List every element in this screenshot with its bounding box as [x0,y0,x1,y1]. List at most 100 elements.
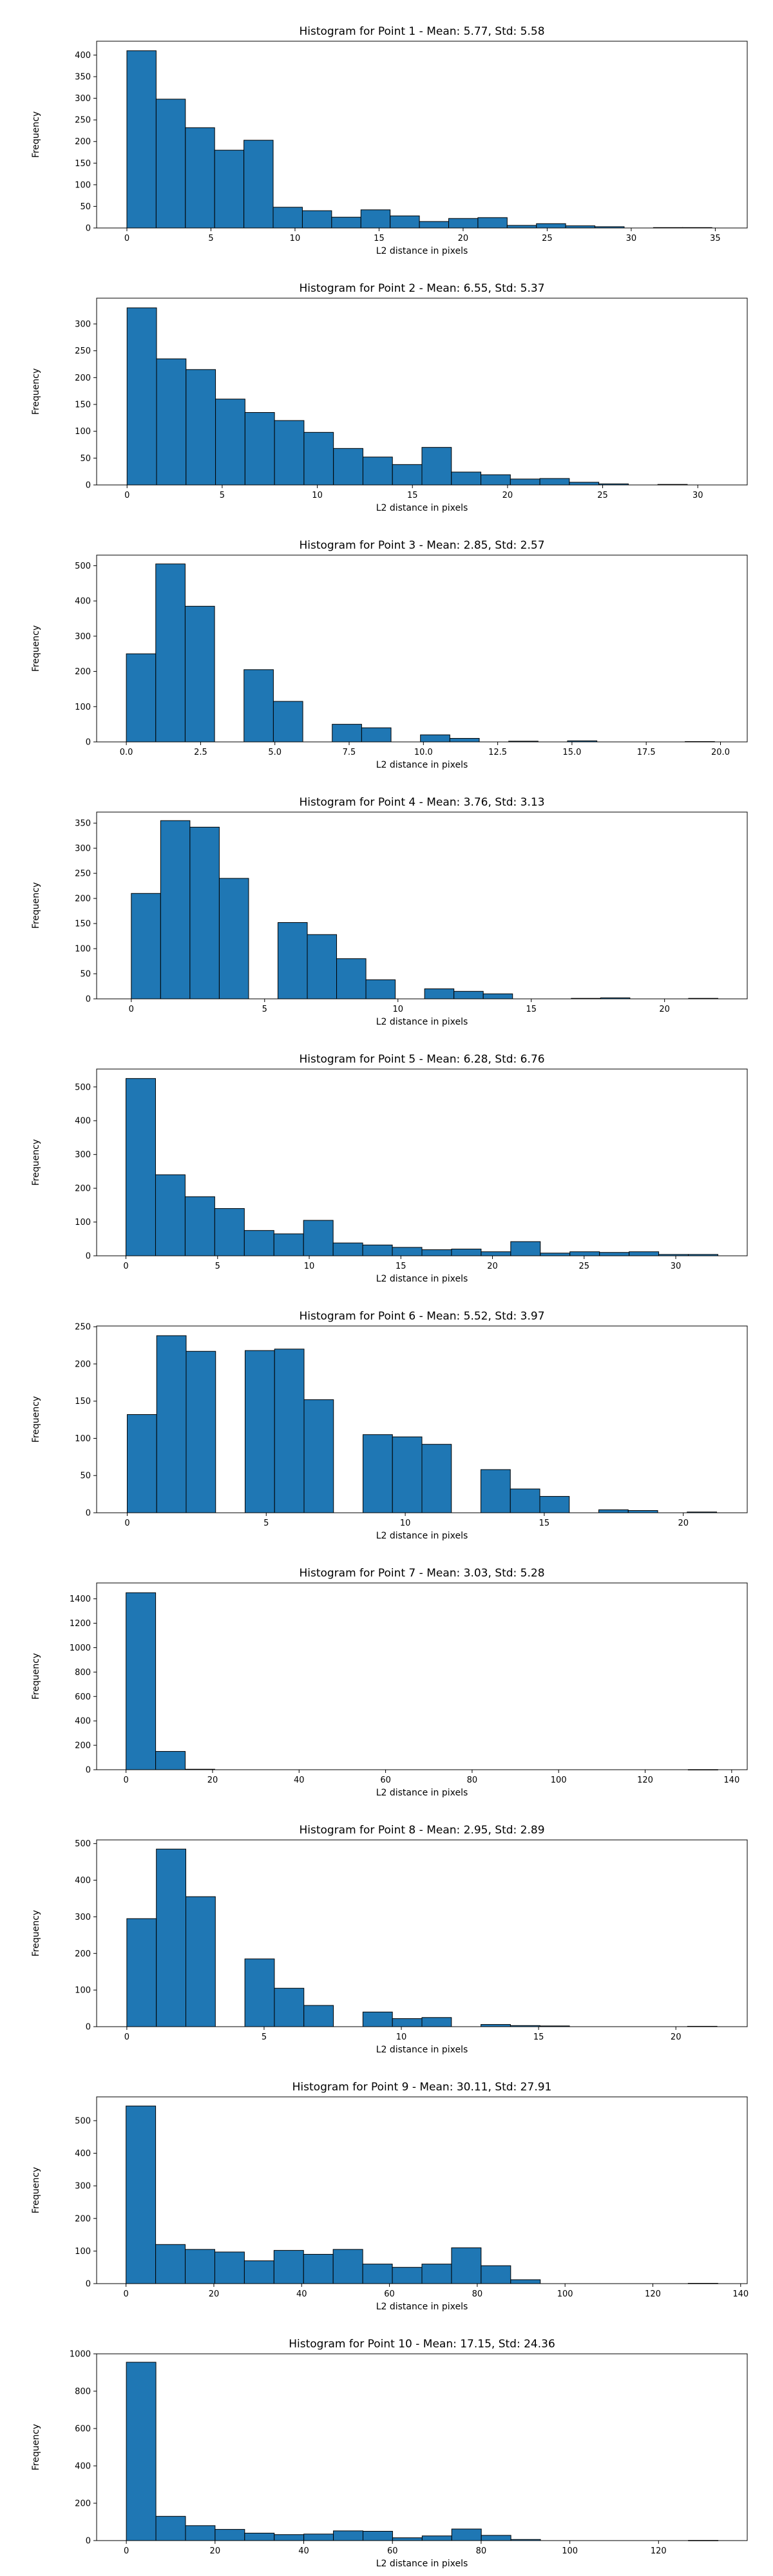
x-tick-label: 0 [124,491,129,500]
y-tick-label: 300 [75,632,91,641]
histogram-bar [449,738,480,743]
plot-frame [96,41,748,229]
y-tick-label: 300 [75,1150,91,1160]
histogram-bar [539,478,570,486]
chart-title: Histogram for Point 4 - Mean: 3.76, Std:… [299,796,544,809]
y-tick-label: 500 [75,562,91,571]
y-tick-label: 600 [75,2425,91,2434]
y-tick-label: 50 [80,1472,91,1481]
histogram-bar [363,1434,393,1513]
x-tick-label: 20.0 [711,748,730,757]
y-tick-label: 300 [75,320,91,330]
chart-title: Histogram for Point 1 - Mean: 5.77, Std:… [299,25,544,38]
y-tick-label: 1400 [70,1595,91,1604]
histogram-bar [629,1251,660,1256]
y-tick-label: 50 [80,454,91,464]
histogram-bar [218,878,249,999]
histogram-bar [243,140,274,229]
histogram-bar [448,218,479,229]
histogram-bar [599,1252,630,1256]
y-tick-label: 500 [75,1839,91,1849]
x-tick-label: 5 [262,1005,267,1014]
histogram-bar [569,482,600,486]
histogram-bar [184,1196,215,1256]
histogram-bar [273,2249,304,2284]
x-tick-label: 20 [659,1005,670,1014]
histogram-bar [277,922,308,999]
histogram-bar [272,207,303,229]
y-tick-label: 250 [75,869,91,879]
x-tick-label: 5 [220,491,225,500]
histogram-bar [131,893,161,999]
plot-frame [96,2096,748,2284]
histogram-bar [363,2531,393,2541]
chart-title: Histogram for Point 10 - Mean: 17.15, St… [289,2338,555,2351]
x-tick-label: 100 [551,1776,567,1785]
y-tick-label: 250 [75,116,91,126]
histogram-bar [215,2529,245,2541]
histogram-bar [307,934,338,999]
histogram-bar [510,478,540,486]
y-tick-label: 300 [75,844,91,854]
plot-frame [96,1068,748,1256]
x-tick-label: 35 [710,234,721,243]
histogram-bar [214,1208,245,1256]
histogram-bar [360,209,391,229]
histogram-bar [331,216,361,229]
x-tick-label: 10 [392,1005,403,1014]
y-tick-label: 200 [75,667,91,677]
histogram-bar [336,958,367,999]
x-tick-label: 0.0 [120,748,133,757]
histogram-bar [214,2251,245,2284]
histogram-bar [244,1350,275,1513]
histogram-bar [156,1335,187,1513]
histogram-bar [126,50,157,229]
histogram-bar [155,99,186,229]
x-tick-label: 0 [124,234,129,243]
x-axis-label: L2 distance in pixels [376,760,468,770]
y-axis-label: Frequency [31,368,41,415]
histogram-bar [126,653,157,743]
x-tick-label: 5 [263,1519,269,1528]
histogram-bar [156,358,187,486]
x-tick-label: 0 [124,2032,129,2042]
histogram-chart-9: Histogram for Point 9 - Mean: 30.11, Std… [31,2081,749,2312]
histogram-bar [126,2105,157,2284]
x-tick-label: 17.5 [637,748,656,757]
y-tick-label: 0 [86,2023,91,2032]
x-tick-label: 80 [472,2289,483,2299]
plot-frame [96,811,748,999]
histogram-chart-2: Histogram for Point 2 - Mean: 6.55, Std:… [31,282,748,513]
y-tick-label: 800 [75,1668,91,1678]
histogram-bar [155,2515,186,2541]
y-tick-label: 150 [75,159,91,169]
histogram-bar [303,2533,334,2541]
y-axis-label: Frequency [31,1396,41,1443]
histogram-bar [126,1414,157,1513]
y-tick-label: 0 [86,481,91,491]
x-tick-label: 2.5 [194,748,207,757]
histogram-bar [481,1469,511,1513]
histogram-bar [126,1078,156,1256]
histogram-bar [362,457,393,486]
histogram-bar [565,225,596,229]
x-tick-label: 100 [562,2546,578,2556]
histogram-bar [453,990,484,999]
y-tick-label: 250 [75,346,91,356]
histogram-bar [155,1174,186,1256]
x-tick-label: 10 [312,491,323,500]
histogram-bar [481,2024,511,2027]
y-tick-label: 400 [75,1717,91,1727]
histogram-bar [421,2535,452,2541]
y-tick-label: 0 [86,2537,91,2546]
plot-frame [96,554,748,743]
histogram-bar [303,1399,334,1513]
histogram-bar [361,727,392,743]
y-tick-label: 1200 [70,1619,91,1629]
histogram-bar [481,1251,511,1256]
histogram-bar [215,399,245,486]
histogram-bar [186,369,216,486]
y-tick-label: 400 [75,597,91,607]
histogram-bar [362,1244,393,1256]
x-tick-label: 40 [298,2546,309,2556]
